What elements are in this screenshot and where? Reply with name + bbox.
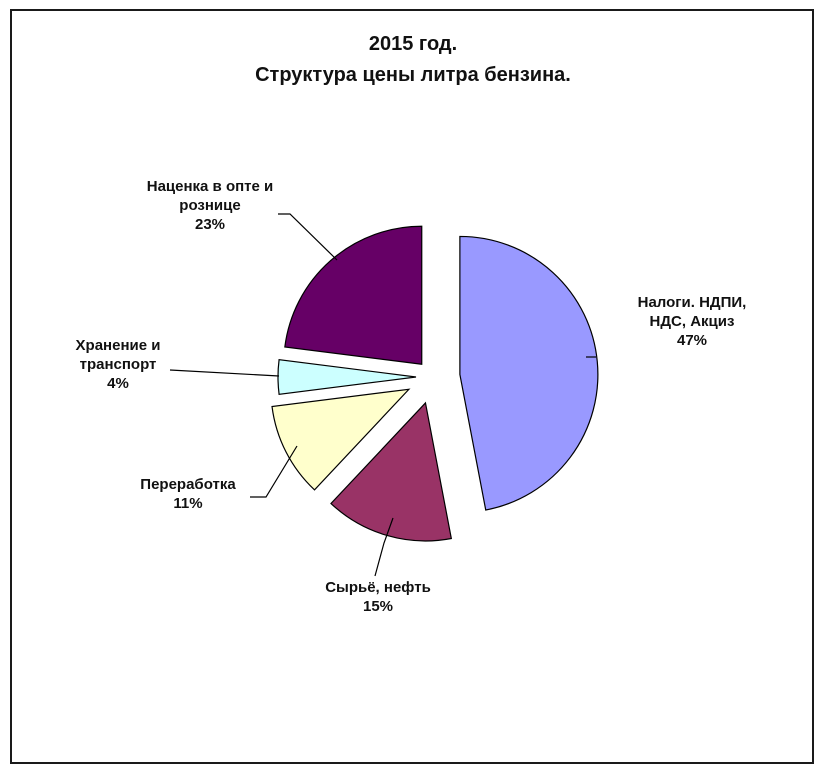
data-label-value: 4% <box>107 375 129 392</box>
pie-slice <box>277 359 417 395</box>
chart-frame <box>10 9 814 764</box>
pie-slice <box>284 225 423 365</box>
data-label-category: рознице <box>179 197 241 214</box>
data-label: Сырьё, нефть 15% <box>298 578 458 616</box>
data-label: Наценка в опте и рознице 23% <box>112 177 308 234</box>
data-label: Переработка 11% <box>108 475 268 513</box>
data-label: Хранение и транспорт 4% <box>48 336 188 393</box>
leader-line <box>250 445 298 498</box>
pie-slice <box>459 235 599 511</box>
chart-subtitle: Структура цены литра бензина. <box>255 64 571 86</box>
chart-title: 2015 год. <box>368 33 458 55</box>
data-label-value: 15% <box>362 598 394 615</box>
data-label: Налоги. НДПИ, НДС, Акциз 47% <box>612 293 772 350</box>
data-label-category: Сырьё, нефть <box>325 579 431 596</box>
data-label-value: 47% <box>676 332 708 349</box>
data-label-category: НДС, Акциз <box>649 313 735 330</box>
data-label-category: Хранение и <box>75 337 161 354</box>
data-label-value: 11% <box>173 495 203 512</box>
data-label-value: 23% <box>194 216 226 233</box>
data-label-category: Налоги. НДПИ, <box>637 294 747 311</box>
leader-line <box>374 517 394 577</box>
leader-line <box>169 369 280 377</box>
leader-line <box>278 213 338 261</box>
data-label-category: Переработка <box>140 476 236 493</box>
pie-slice <box>271 388 411 491</box>
data-label-category: Наценка в опте и <box>146 178 274 195</box>
data-label-category: транспорт <box>79 356 157 373</box>
